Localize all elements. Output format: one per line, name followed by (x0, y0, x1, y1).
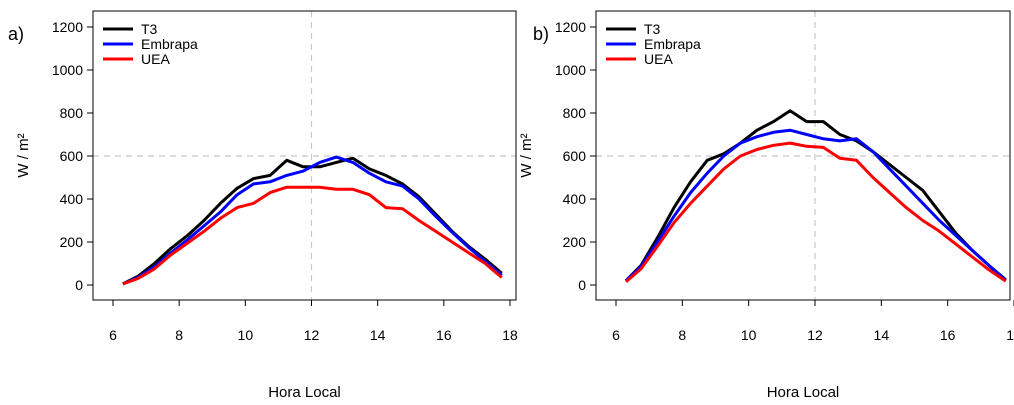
y-tick-label: 600 (563, 148, 587, 164)
panel-label: b) (533, 24, 549, 44)
y-tick-label: 800 (60, 105, 84, 121)
series-line-uea (625, 141, 1007, 283)
legend-label: Embrapa (644, 36, 701, 52)
x-tick-label: 16 (940, 327, 956, 343)
series-line-t3 (122, 156, 503, 286)
x-tick-label: 18 (502, 327, 518, 343)
y-tick-label: 400 (563, 191, 587, 207)
x-tick-label: 10 (238, 327, 254, 343)
y-tick-label: 600 (60, 148, 84, 164)
x-axis-label: Hora Local (767, 384, 840, 401)
y-tick-label: 0 (75, 277, 83, 293)
x-tick-label: 14 (874, 327, 890, 343)
chart-panel-a: 0 200 400 600 800 1000 1200 6 8 10 12 14 16 18 Hora Lo… (8, 10, 518, 401)
x-tick-label: 16 (436, 327, 452, 343)
x-axis-label: Hora Local (268, 384, 341, 401)
x-tick-label: 8 (175, 327, 183, 343)
y-axis-label: W / m² (15, 133, 32, 177)
y-tick-label: 0 (578, 277, 586, 293)
x-tick-label: 8 (678, 327, 686, 343)
y-tick-label: 1200 (555, 19, 586, 35)
y-tick-label: 1000 (52, 62, 83, 78)
y-tick-label: 400 (60, 191, 84, 207)
x-tick-label: 6 (612, 327, 620, 343)
legend-label: T3 (644, 21, 661, 37)
x-tick-label: 12 (807, 327, 823, 343)
x-tick-label: 10 (741, 327, 757, 343)
chart-panel-b: 0 200 400 600 800 1000 1200 6 8 10 12 14 16 18 Hora Lo… (518, 10, 1014, 401)
y-tick-label: 200 (563, 234, 587, 250)
legend-label: UEA (141, 51, 170, 67)
panel-label: a) (8, 24, 24, 44)
series-line-embrapa (122, 155, 503, 286)
legend-label: Embrapa (141, 36, 198, 52)
y-tick-label: 1200 (52, 19, 83, 35)
series-line-embrapa (624, 128, 1007, 282)
x-tick-label: 12 (304, 327, 320, 343)
legend-label: UEA (644, 51, 673, 67)
y-tick-label: 800 (563, 105, 587, 121)
x-tick-label: 6 (109, 327, 117, 343)
series-line-uea (122, 185, 503, 286)
x-tick-label: 18 (1006, 327, 1014, 343)
x-tick-label: 14 (370, 327, 386, 343)
legend-label: T3 (141, 21, 158, 37)
y-tick-label: 1000 (555, 62, 586, 78)
y-axis-label: W / m² (518, 133, 535, 177)
y-tick-label: 200 (60, 234, 84, 250)
series-line-t3 (624, 109, 1007, 282)
